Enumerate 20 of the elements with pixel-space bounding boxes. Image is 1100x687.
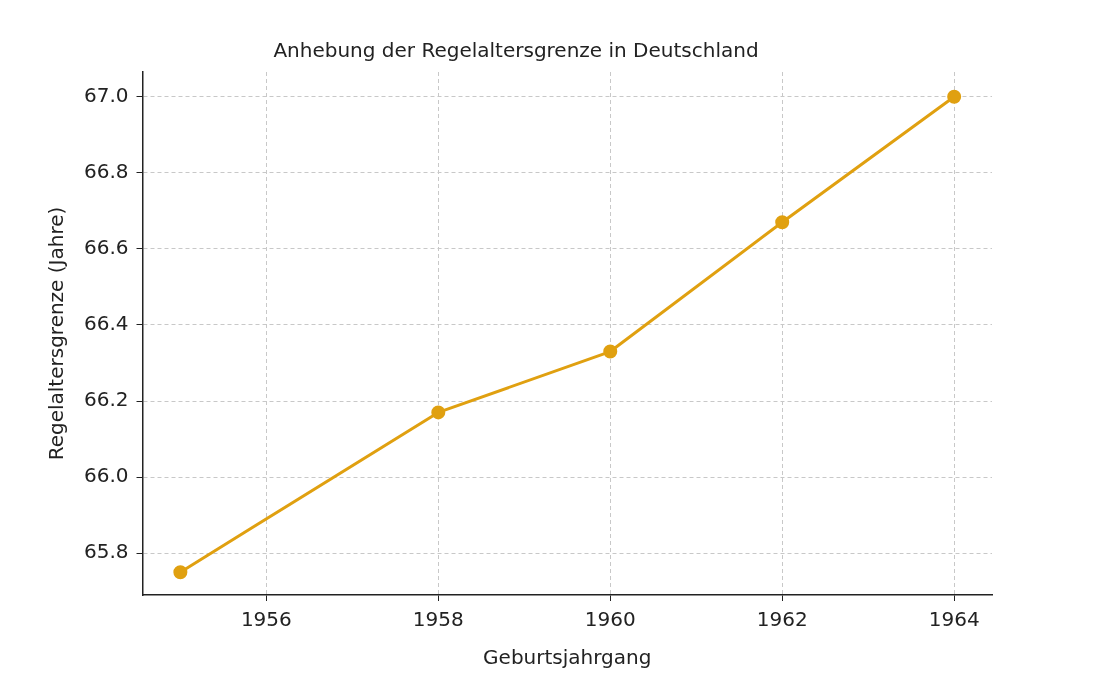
y-tick-label: 66.2 <box>84 387 129 412</box>
y-tick-label: 67.0 <box>84 82 129 107</box>
point <box>431 405 446 420</box>
y-tick-label: 66.4 <box>84 311 129 336</box>
point <box>603 344 618 359</box>
point <box>173 565 188 580</box>
x-tick-label: 1964 <box>928 607 980 632</box>
y-tick-label: 66.0 <box>84 463 129 488</box>
y-tick-label: 66.8 <box>84 159 129 183</box>
x-axis-title: Geburtsjahrgang <box>483 645 652 670</box>
x-tick-label: 1962 <box>756 607 808 632</box>
point <box>947 89 962 104</box>
y-tick-label: 66.6 <box>84 235 129 260</box>
x-tick-label: 1958 <box>412 607 464 632</box>
y-axis-title: Regelaltersgrenze (Jahre) <box>44 206 69 461</box>
y-tick-label: 65.8 <box>84 539 129 564</box>
x-tick-label: 1960 <box>584 607 636 632</box>
x-tick-label: 1956 <box>240 607 292 632</box>
point <box>775 215 790 230</box>
chart-title: Anhebung der Regelaltersgrenze in Deutschland <box>273 38 759 63</box>
